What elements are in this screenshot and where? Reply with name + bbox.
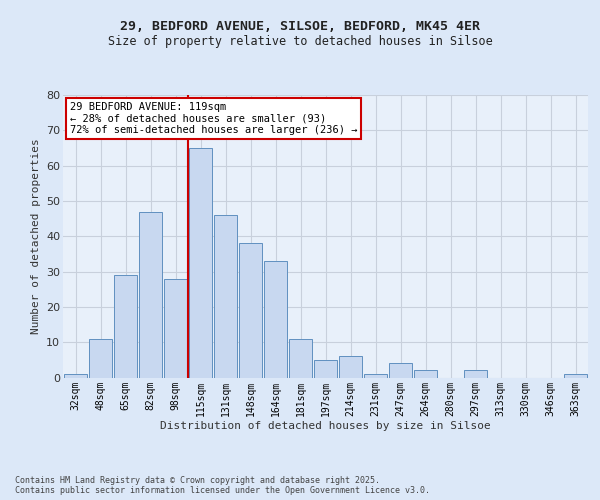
Bar [389,364,412,378]
Bar [64,374,87,378]
Bar [89,338,112,378]
Bar [214,215,237,378]
Bar [414,370,437,378]
Bar [239,244,262,378]
Text: Size of property relative to detached houses in Silsoe: Size of property relative to detached ho… [107,35,493,48]
Bar [189,148,212,378]
Bar [264,261,287,378]
Bar [139,212,162,378]
Text: Contains HM Land Registry data © Crown copyright and database right 2025.
Contai: Contains HM Land Registry data © Crown c… [15,476,430,495]
Bar [114,275,137,378]
Y-axis label: Number of detached properties: Number of detached properties [31,138,41,334]
Bar [289,338,312,378]
Bar [339,356,362,378]
Text: 29 BEDFORD AVENUE: 119sqm
← 28% of detached houses are smaller (93)
72% of semi-: 29 BEDFORD AVENUE: 119sqm ← 28% of detac… [70,102,358,136]
Bar [364,374,387,378]
Text: 29, BEDFORD AVENUE, SILSOE, BEDFORD, MK45 4ER: 29, BEDFORD AVENUE, SILSOE, BEDFORD, MK4… [120,20,480,33]
Bar [164,278,187,378]
Bar [564,374,587,378]
Bar [464,370,487,378]
X-axis label: Distribution of detached houses by size in Silsoe: Distribution of detached houses by size … [160,421,491,431]
Bar [314,360,337,378]
